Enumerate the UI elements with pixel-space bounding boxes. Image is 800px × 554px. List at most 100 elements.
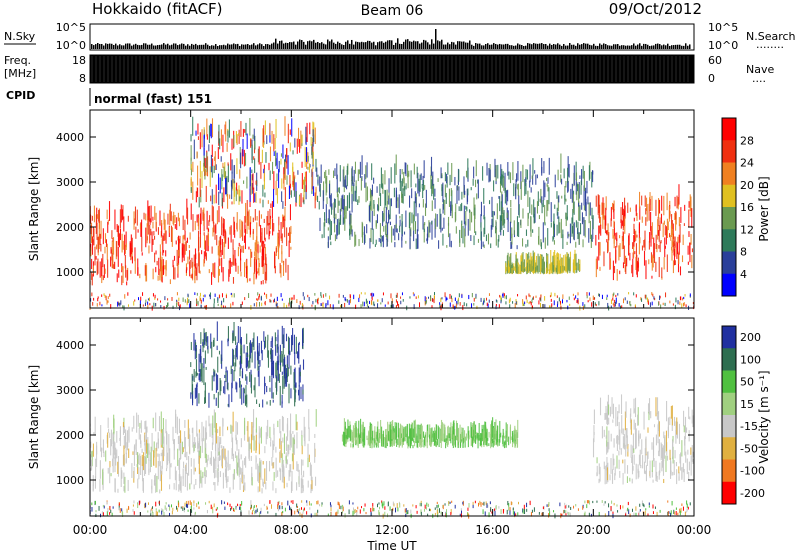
- colorbar-tick-label: -200: [740, 487, 765, 500]
- noise-bar: [457, 41, 459, 49]
- noise-bar: [103, 45, 105, 49]
- noise-bar: [503, 44, 505, 49]
- noise-bar: [507, 43, 509, 49]
- noise-bar: [279, 40, 281, 49]
- y-tick-label: 1000: [56, 266, 84, 279]
- noise-bar: [603, 43, 605, 49]
- noise-bar: [451, 41, 453, 49]
- noise-bar: [419, 43, 421, 49]
- x-tick-label: 16:00: [475, 523, 510, 537]
- noise-bar: [337, 41, 339, 49]
- colorbar-tick-label: 20: [740, 179, 754, 192]
- noise-bar: [179, 44, 181, 49]
- noise-bar: [203, 44, 205, 49]
- noise-bar: [639, 43, 641, 49]
- cpid-text: normal (fast) 151: [94, 92, 212, 106]
- noise-bar: [535, 43, 537, 49]
- noise-bar: [383, 42, 385, 49]
- noise-bar: [163, 43, 165, 49]
- noise-bar: [147, 44, 149, 49]
- noise-bar: [373, 41, 375, 49]
- noise-bar: [307, 41, 309, 49]
- power-colorbar-label: Power [dB]: [757, 176, 771, 241]
- noise-bar: [673, 45, 675, 49]
- noise-bar: [565, 45, 567, 49]
- noise-bar: [605, 44, 607, 49]
- noise-bar: [609, 45, 611, 49]
- x-tick-label: 20:00: [576, 523, 611, 537]
- noise-bar: [93, 45, 95, 49]
- noise-bar: [139, 45, 141, 49]
- noise-bar: [267, 44, 269, 49]
- noise-bar: [527, 43, 529, 49]
- noise-bar: [661, 45, 663, 49]
- noise-bar: [251, 44, 253, 49]
- noise-bar: [483, 45, 485, 49]
- nave-marker: ....: [752, 72, 766, 85]
- noise-bar: [167, 43, 169, 49]
- noise-bar: [213, 45, 215, 49]
- noise-bar: [559, 44, 561, 49]
- noise-bar: [665, 45, 667, 49]
- noise-bar: [469, 40, 471, 49]
- noise-bar: [131, 45, 133, 49]
- noise-bar: [211, 45, 213, 49]
- nsky-tick-top: 10^5: [56, 21, 86, 34]
- noise-bar: [611, 45, 613, 49]
- noise-bar: [333, 42, 335, 49]
- noise-bar: [111, 43, 113, 49]
- noise-bar: [435, 29, 437, 49]
- noise-bar: [239, 45, 241, 49]
- noise-bar: [207, 44, 209, 49]
- power-ylabel: Slant Range [km]: [27, 157, 41, 261]
- noise-panel-frame: [89, 23, 695, 51]
- noise-bar: [123, 45, 125, 49]
- noise-bar: [379, 41, 381, 49]
- noise-bar: [391, 40, 393, 49]
- noise-bar: [185, 45, 187, 49]
- noise-bar: [453, 42, 455, 49]
- noise-bar: [671, 45, 673, 49]
- noise-bar: [183, 43, 185, 49]
- colorbar-tick-label: 8: [740, 246, 747, 259]
- nsearch-label: N.Search: [746, 30, 796, 43]
- noise-bar: [297, 41, 299, 49]
- noise-bar: [593, 43, 595, 49]
- noise-bar: [475, 43, 477, 49]
- noise-bar: [231, 44, 233, 49]
- noise-bar: [177, 45, 179, 49]
- noise-bar: [539, 43, 541, 49]
- velocity-colorbar-label: Velocity [m s⁻¹]: [757, 370, 771, 463]
- power-data-field: [89, 116, 695, 311]
- noise-bar: [255, 45, 257, 49]
- noise-bar: [635, 45, 637, 49]
- noise-bar: [363, 42, 365, 49]
- noise-bar: [643, 43, 645, 49]
- x-axis-label: Time UT: [366, 539, 417, 553]
- noise-bar: [257, 44, 259, 49]
- colorbar-segment: [722, 392, 736, 416]
- noise-bar: [105, 43, 107, 49]
- colorbar-tick-label: 200: [740, 331, 761, 344]
- noise-bar: [439, 41, 441, 49]
- colorbar-segment: [722, 184, 736, 208]
- noise-bar: [375, 45, 377, 49]
- noise-bar: [651, 45, 653, 49]
- power-colorbar: 4 8 12 16 20 24 28: [721, 117, 754, 297]
- noise-bar: [115, 43, 117, 49]
- noise-bar: [515, 45, 517, 49]
- noise-bar: [417, 41, 419, 49]
- noise-bar: [421, 42, 423, 49]
- noise-bar: [119, 44, 121, 49]
- noise-bar: [437, 40, 439, 49]
- velocity-colorbar: 200 100 50 15 -15 -50 -100 -200: [721, 325, 765, 505]
- noise-bar: [631, 45, 633, 49]
- noise-bar: [645, 43, 647, 49]
- noise-bar: [287, 43, 289, 49]
- noise-bar: [427, 42, 429, 49]
- noise-bar: [357, 41, 359, 49]
- noise-bar: [133, 44, 135, 49]
- x-tick-label: 08:00: [274, 523, 309, 537]
- noise-bar: [425, 40, 427, 49]
- noise-bar: [193, 44, 195, 49]
